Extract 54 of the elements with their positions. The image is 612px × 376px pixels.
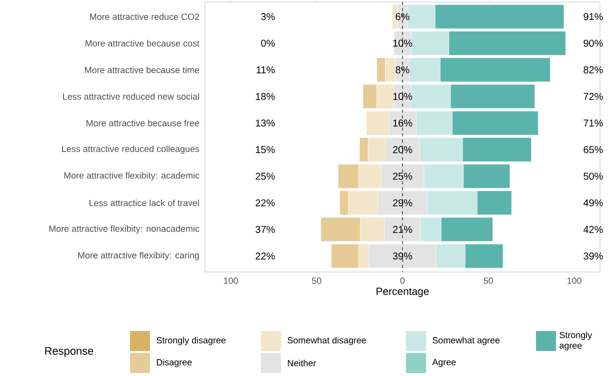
annotation: 72%: [584, 92, 603, 100]
annotation: 11%: [256, 66, 275, 74]
annotation: 22%: [256, 199, 275, 206]
legend-label: Disagree: [156, 358, 192, 368]
legend-label: Agree: [432, 358, 456, 368]
data-label: 10%: [393, 92, 412, 100]
legend-label: Somewhat disagree: [288, 336, 366, 346]
legend-label: Strongly agree: [560, 332, 592, 350]
legend-title: Response: [45, 347, 94, 357]
annotation: 0%: [261, 40, 275, 47]
annotation: 3%: [261, 13, 275, 20]
y-tick-label: More attractive flexibity: academic: [64, 172, 200, 180]
x-tick-label: 0: [400, 278, 405, 284]
x-tick-label: 100: [567, 278, 582, 284]
y-tick-label: More attractive because cost: [86, 40, 200, 47]
data-label: 20%: [393, 146, 412, 154]
annotation: 91%: [584, 13, 603, 20]
data-label: 29%: [393, 199, 412, 206]
y-tick-label: More attractive because free: [86, 120, 200, 126]
annotation: 15%: [256, 146, 275, 154]
data-label: 6%: [396, 13, 410, 20]
legend-label: Neither: [288, 360, 316, 366]
y-tick-label: More attractive reduce CO2: [90, 13, 200, 20]
annotation: 39%: [584, 252, 603, 260]
x-tick-label: 50: [484, 278, 494, 284]
annotation: 90%: [584, 40, 603, 47]
annotation: 71%: [584, 120, 603, 127]
data-label: 10%: [393, 40, 412, 47]
annotation: 50%: [584, 172, 603, 180]
x-tick-label: 50: [312, 278, 322, 284]
annotation: 65%: [584, 146, 603, 154]
data-label: 39%: [392, 252, 412, 260]
y-tick-label: Less attractice lack of travel: [90, 200, 199, 206]
x-tick-label: 100: [224, 278, 238, 284]
y-tick-label: More attractive because time: [85, 66, 200, 74]
annotation: 49%: [583, 199, 603, 206]
annotation: 22%: [256, 252, 275, 260]
data-label: 8%: [396, 66, 410, 74]
data-label: 25%: [393, 172, 412, 180]
y-tick-label: Less attractive reduced new social: [63, 93, 199, 100]
y-tick-label: More attractive flexibity: nonacademic: [49, 225, 200, 234]
annotation: 13%: [256, 120, 275, 127]
annotation: 25%: [256, 172, 275, 180]
data-label: 16%: [393, 120, 412, 127]
x-axis-title: Percentage: [376, 288, 429, 298]
annotation: 82%: [584, 66, 603, 74]
legend-label: Somewhat agree: [432, 336, 500, 346]
annotation: 42%: [583, 226, 603, 233]
y-tick-label: Less attractive reduced colleagues: [62, 145, 200, 154]
y-tick-label: More attractive flexibity: caring: [78, 252, 199, 260]
legend-label: Strongly disagree: [156, 336, 226, 346]
annotation: 18%: [256, 92, 275, 100]
annotation: 37%: [256, 226, 275, 233]
data-label: 21%: [393, 226, 412, 233]
